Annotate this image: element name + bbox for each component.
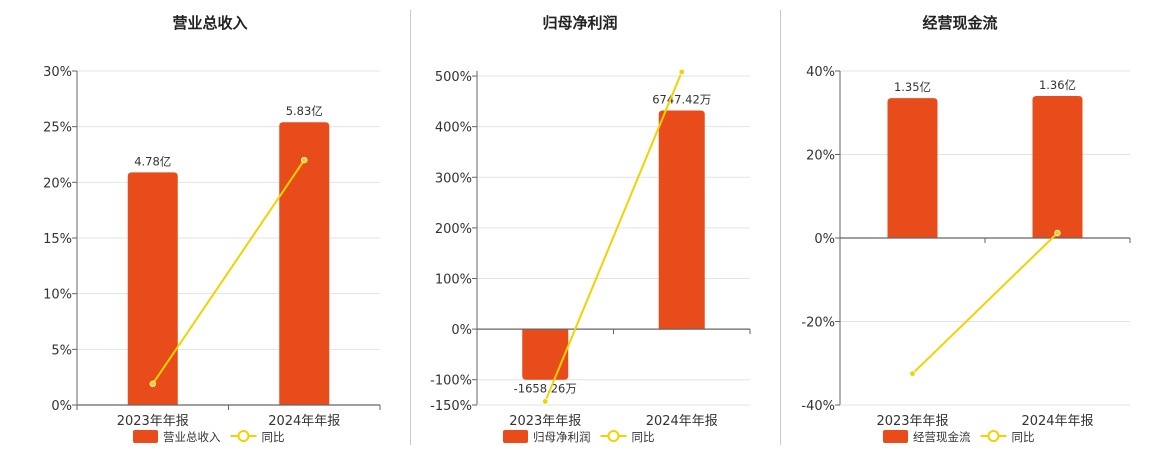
x-category-label: 2024年年报 (1021, 414, 1093, 429)
yoy-line (151, 159, 306, 385)
chart-title: 经营现金流 (922, 14, 997, 32)
bar (887, 98, 938, 238)
chart-2: 归母净利润 500% 400% 300% 200% 100% 0% -100% -150% -16… (430, 14, 751, 444)
chart-1: 营业总收入 30% 25% 20% 15% 10% 5% 0% 4.78亿 5.83亿 2023年年… (43, 14, 381, 444)
legend-bar-label: 经营现金流 (913, 430, 971, 444)
yoy-point (149, 380, 156, 388)
legend-line-label: 同比 (262, 430, 285, 444)
y-tick-label: 100% (435, 272, 472, 287)
x-category-label: 2024年年报 (646, 414, 718, 429)
legend-bar-swatch[interactable] (883, 430, 908, 443)
y-tick-label: 5% (51, 343, 72, 358)
y-tick-label: 500% (435, 70, 472, 85)
yoy-point (909, 370, 916, 377)
bar (127, 172, 178, 405)
yoy-point (678, 68, 685, 76)
bar-data-label: 4.78亿 (134, 154, 171, 168)
bar (522, 329, 569, 380)
y-tick-label: 200% (435, 222, 472, 237)
y-tick-label: 30% (43, 65, 72, 80)
y-tick-label: 20% (806, 149, 835, 164)
legend-line-marker (237, 430, 250, 442)
x-category-label: 2023年年报 (876, 414, 948, 429)
yoy-point (1054, 229, 1061, 237)
y-tick-label: -150% (430, 399, 472, 414)
y-tick-label: 300% (435, 171, 472, 186)
legend-line-marker (987, 430, 1000, 442)
chart-3: 经营现金流 40% 20% 0% -20% -40% 1.35亿 1.36亿 2023年年报 20… (801, 14, 1131, 444)
y-tick-label: 15% (43, 232, 72, 247)
y-tick-label: 20% (43, 176, 72, 191)
bar (658, 110, 705, 330)
y-tick-label: 40% (806, 65, 835, 80)
x-category-label: 2023年年报 (117, 414, 189, 429)
bar (279, 122, 330, 406)
legend-line-label: 同比 (632, 430, 655, 444)
yoy-point (542, 398, 549, 405)
y-tick-label: -40% (801, 399, 835, 414)
yoy-point (301, 156, 308, 164)
y-tick-label: 25% (43, 121, 72, 136)
legend-bar-label: 归母净利润 (533, 430, 591, 444)
y-tick-label: 0% (451, 323, 472, 338)
x-category-label: 2024年年报 (268, 414, 340, 429)
bar-data-label: -1658.26万 (514, 382, 577, 396)
legend-bar-swatch[interactable] (503, 430, 528, 443)
x-category-label: 2023年年报 (509, 414, 581, 429)
legend-line-label: 同比 (1012, 430, 1035, 444)
yoy-line (911, 232, 1059, 375)
legend-bar-label: 营业总收入 (163, 430, 221, 444)
panel-divider (410, 10, 411, 445)
bar (1032, 96, 1083, 238)
y-tick-label: 400% (435, 121, 472, 136)
bar-data-label: 1.35亿 (894, 80, 931, 94)
bar-data-label: 5.83亿 (286, 104, 323, 118)
legend-bar-swatch[interactable] (133, 430, 158, 443)
y-tick-label: 10% (43, 288, 72, 303)
legend-line-marker (607, 430, 620, 442)
chart-title: 归母净利润 (542, 14, 617, 32)
y-tick-label: 0% (814, 232, 835, 247)
bar-data-label: 6747.42万 (652, 92, 711, 106)
chart-title: 营业总收入 (172, 14, 247, 32)
bar-data-label: 1.36亿 (1039, 78, 1076, 92)
yoy-line (544, 71, 683, 402)
y-tick-label: -100% (430, 374, 472, 389)
y-tick-label: -20% (801, 316, 835, 331)
panel-divider (780, 10, 781, 445)
y-tick-label: 0% (51, 399, 72, 414)
